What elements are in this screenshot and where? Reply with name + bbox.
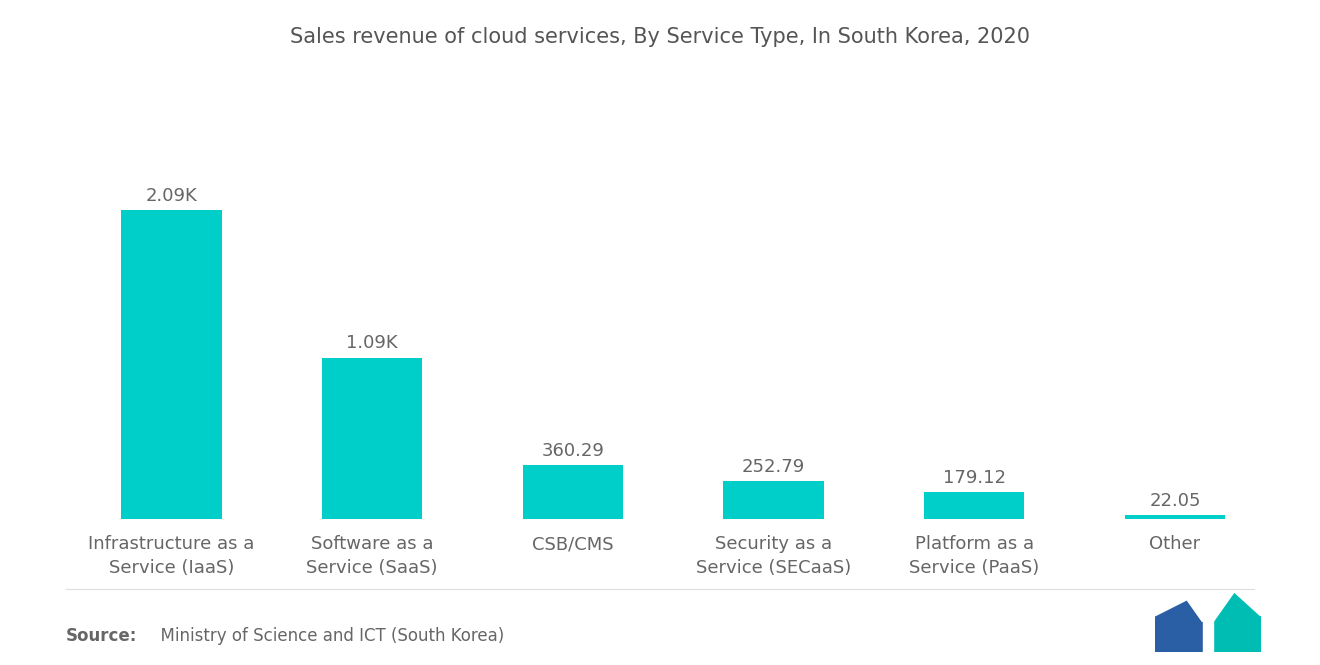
Bar (121, 210, 222, 519)
Polygon shape (1213, 592, 1261, 652)
Polygon shape (1155, 592, 1203, 616)
Bar (322, 358, 422, 519)
Text: 2.09K: 2.09K (145, 187, 197, 205)
Bar (1125, 515, 1225, 519)
Polygon shape (1234, 592, 1261, 616)
Text: Source:: Source: (66, 627, 137, 645)
Text: 179.12: 179.12 (942, 469, 1006, 487)
Text: Sales revenue of cloud services, By Service Type, In South Korea, 2020: Sales revenue of cloud services, By Serv… (290, 27, 1030, 47)
Polygon shape (1155, 592, 1203, 652)
Polygon shape (1155, 592, 1203, 622)
Bar (523, 465, 623, 519)
Polygon shape (1203, 592, 1213, 652)
Text: Ministry of Science and ICT (South Korea): Ministry of Science and ICT (South Korea… (150, 627, 504, 645)
Bar (924, 492, 1024, 519)
Text: 22.05: 22.05 (1150, 492, 1201, 510)
Text: 252.79: 252.79 (742, 458, 805, 476)
Polygon shape (1213, 592, 1234, 622)
Bar (723, 481, 824, 519)
Text: 360.29: 360.29 (541, 442, 605, 460)
Text: 1.09K: 1.09K (346, 334, 397, 352)
